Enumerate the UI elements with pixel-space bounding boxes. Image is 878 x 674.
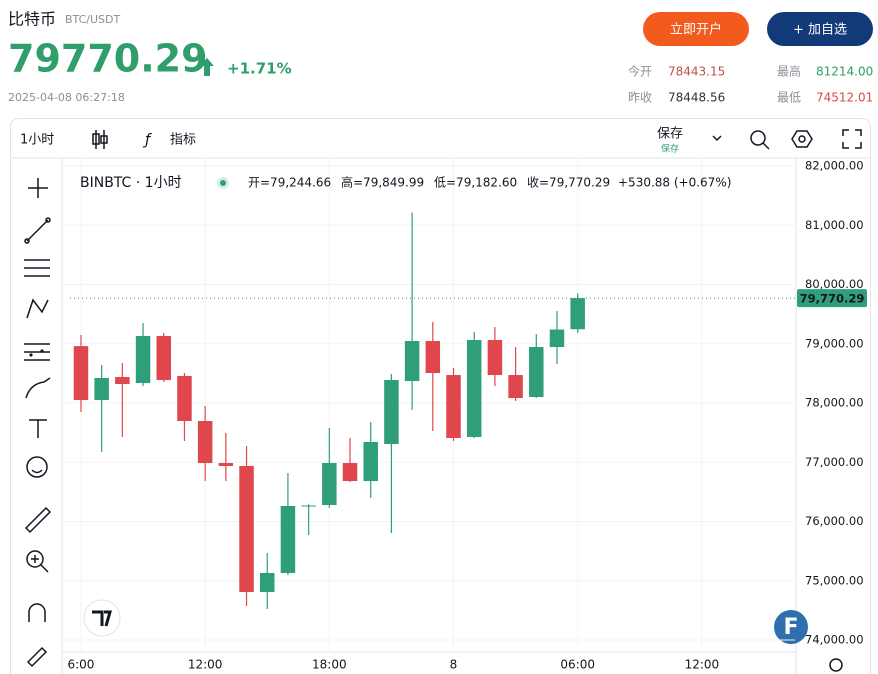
stat-label: 最低: [777, 91, 801, 105]
plot: 74,000.00 75,000.00 76,000.00 77,000.00 78,0…: [63, 158, 867, 672]
candle-body: [177, 375, 192, 422]
candle-body: [466, 340, 482, 438]
x-tick-label: 18:00: [312, 658, 347, 672]
y-tick-label: 82,000.00: [805, 159, 864, 173]
x-tick-label: 06:00: [560, 658, 595, 672]
ohlc-legend: 高=79,849.99: [341, 175, 424, 190]
candle-body: [508, 375, 523, 399]
badge-letter: F: [783, 615, 798, 640]
ohlc-legend: 收=79,770.29: [527, 176, 610, 190]
up-arrow: [200, 58, 214, 76]
candle-body: [322, 463, 337, 506]
candle-body: [259, 572, 275, 593]
candle-body: [280, 505, 296, 573]
tool-dot: [40, 349, 44, 353]
candle-body: [529, 347, 544, 398]
y-tick-label: 74,000.00: [805, 633, 864, 647]
candle-body: [115, 376, 130, 384]
y-tick-label: 80,000.00: [805, 277, 864, 291]
tv-logo-mark: [92, 610, 112, 627]
stat-label: 今开: [628, 64, 652, 79]
settings-dot: [798, 135, 806, 143]
candle-body: [363, 441, 378, 482]
ohlc-legend: +530.88 (+0.67%): [618, 176, 731, 190]
tool-dot: [29, 353, 33, 357]
last-price-label: 79,770.29: [800, 292, 865, 306]
stat-label: 昨收: [628, 91, 652, 105]
candle-body: [94, 377, 109, 401]
stat-value: 78443.15: [668, 65, 725, 79]
stat-value: 74512.01: [816, 91, 873, 105]
timestamp: 2025-04-08 06:27:18: [8, 91, 125, 104]
candle-body: [218, 463, 234, 466]
candle-body: [384, 380, 399, 445]
x-tick-label: 8: [450, 658, 458, 672]
stat-value: 78448.56: [668, 91, 725, 105]
candle-body: [570, 298, 585, 330]
candle-body: [425, 341, 441, 374]
y-tick-label: 78,000.00: [805, 396, 864, 410]
y-tick-label: 76,000.00: [805, 514, 864, 528]
symbol: BINBTC · 1小时: [80, 175, 182, 191]
x-tick-label: 6:00: [67, 658, 94, 672]
y-tick-label: 81,000.00: [805, 218, 864, 232]
change: +1.71%: [227, 60, 292, 78]
chart-frame: [10, 118, 871, 674]
candle-body: [73, 346, 89, 401]
watchlist-label[interactable]: + 加自选: [793, 23, 847, 38]
candle-body: [446, 375, 461, 439]
price: 79770.29: [8, 37, 208, 81]
axis-settings-icon[interactable]: [829, 658, 843, 672]
title: 比特币: [8, 10, 56, 29]
open-account-label[interactable]: 立即开户: [670, 22, 722, 38]
x-tick-label: 12:00: [685, 658, 720, 672]
candle-body: [301, 505, 316, 507]
ohlc-legend: 低=79,182.60: [434, 176, 517, 190]
settings-icon[interactable]: [791, 130, 813, 148]
y-tick-label: 77,000.00: [805, 455, 864, 469]
candle-body: [156, 335, 171, 381]
candle-body: [239, 465, 254, 593]
indicators[interactable]: 指标: [170, 133, 196, 148]
drawing-tools[interactable]: [24, 178, 52, 668]
watchlist-button[interactable]: [767, 12, 873, 46]
candle-body: [404, 341, 420, 382]
chevron[interactable]: [712, 135, 722, 142]
pair: BTC/USDT: [65, 13, 121, 26]
stat-value: 81214.00: [816, 65, 873, 79]
save[interactable]: 保存: [657, 127, 683, 142]
candle-body: [197, 421, 213, 464]
last-price-tag: [797, 289, 867, 308]
candle-body: [549, 329, 565, 348]
candle-type-icon[interactable]: [92, 130, 108, 149]
open-account-button[interactable]: [643, 12, 749, 46]
y-tick-label: 75,000.00: [805, 573, 864, 587]
candle-body: [135, 335, 151, 384]
ohlc-legend: 开=79,244.66: [248, 176, 331, 190]
interval[interactable]: 1小时: [20, 133, 54, 148]
fx-icon[interactable]: ƒ: [142, 131, 152, 149]
candle-body: [342, 463, 358, 482]
status-dot-core: [220, 180, 226, 186]
fullscreen-icon[interactable]: [842, 129, 862, 149]
badge: [774, 610, 808, 644]
x-tick-label: 12:00: [188, 658, 223, 672]
y-tick-label: 79,000.00: [805, 336, 864, 350]
alert-icon[interactable]: [750, 130, 770, 150]
save-sub[interactable]: 保存: [661, 143, 679, 155]
stat-label: 最高: [777, 64, 801, 79]
candle-body: [487, 340, 503, 376]
